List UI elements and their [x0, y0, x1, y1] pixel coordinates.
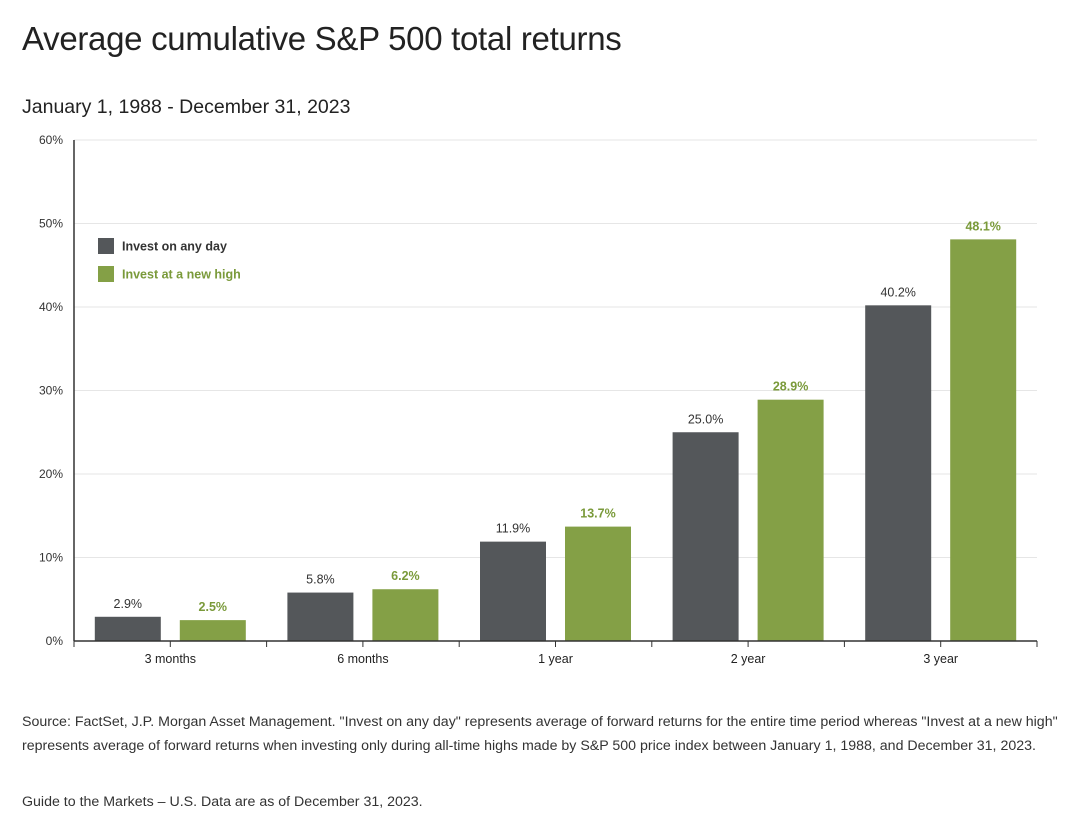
legend-label: Invest at a new high: [122, 268, 241, 282]
chart-subtitle: January 1, 1988 - December 31, 2023: [22, 96, 351, 118]
data-label: 2.5%: [199, 600, 228, 614]
legend-swatch: [98, 238, 114, 254]
bar: [865, 305, 932, 641]
data-label: 28.9%: [773, 380, 808, 394]
bar: [565, 526, 631, 641]
y-tick-label: 40%: [39, 300, 63, 314]
x-tick-label: 1 year: [538, 652, 573, 666]
data-label: 5.8%: [306, 573, 335, 587]
bar: [94, 616, 161, 641]
bar: [672, 432, 739, 641]
data-label: 6.2%: [391, 569, 420, 583]
bar: [950, 239, 1017, 642]
x-tick-label: 3 months: [145, 652, 196, 666]
x-tick-label: 3 year: [923, 652, 958, 666]
y-tick-label: 0%: [46, 634, 64, 648]
bar: [372, 589, 439, 641]
bar: [287, 592, 354, 641]
footer-note: Guide to the Markets – U.S. Data are as …: [22, 794, 423, 810]
x-tick-label: 2 year: [731, 652, 766, 666]
bar: [480, 541, 546, 641]
legend-swatch: [98, 266, 114, 282]
y-tick-label: 30%: [39, 384, 63, 398]
y-tick-label: 50%: [39, 217, 63, 231]
data-label: 48.1%: [965, 219, 1000, 233]
source-note: Source: FactSet, J.P. Morgan Asset Manag…: [22, 714, 1058, 754]
y-tick-label: 60%: [39, 133, 63, 147]
legend-label: Invest on any day: [122, 240, 227, 254]
data-label: 40.2%: [880, 285, 915, 299]
x-tick-label: 6 months: [337, 652, 388, 666]
data-label: 13.7%: [580, 507, 615, 521]
data-label: 2.9%: [114, 597, 143, 611]
bar: [757, 399, 824, 641]
y-tick-label: 10%: [39, 551, 63, 565]
bar-chart: 0% 10% 20% 30% 40% 50% 60% 2.9% 2.5% 3 months 5.8%…: [39, 133, 1038, 666]
data-label: 25.0%: [688, 412, 723, 426]
y-tick-label: 20%: [39, 467, 63, 481]
chart-title: Average cumulative S&P 500 total returns: [22, 20, 622, 57]
data-label: 11.9%: [496, 522, 531, 536]
bar: [179, 620, 246, 641]
